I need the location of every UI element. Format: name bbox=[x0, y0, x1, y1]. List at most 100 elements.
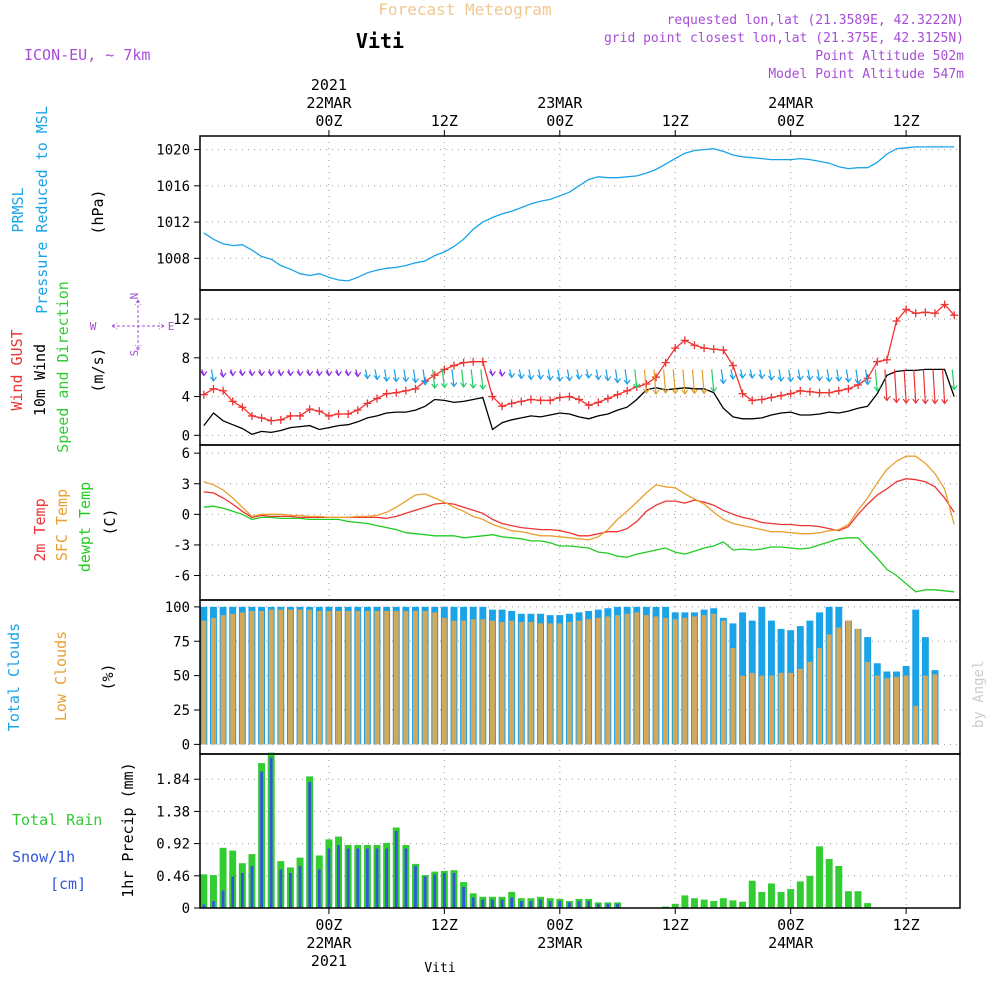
rain-bar bbox=[767, 883, 775, 908]
rain-bar bbox=[210, 875, 217, 908]
wind-direction-arrow bbox=[498, 369, 506, 377]
low_clouds-bar bbox=[384, 611, 390, 745]
gust-marker bbox=[517, 397, 526, 406]
low_clouds-bar bbox=[817, 648, 822, 745]
top-time-label: 23MAR bbox=[537, 94, 583, 112]
low_clouds-bar bbox=[509, 620, 515, 745]
snow-bar bbox=[404, 848, 408, 908]
low_clouds-bar bbox=[749, 672, 755, 745]
low_clouds-bar bbox=[528, 622, 534, 745]
compass-north: N bbox=[128, 293, 141, 300]
y-tick-label: 3 bbox=[182, 477, 190, 493]
low-clouds-label: Low Clouds bbox=[52, 631, 70, 721]
low_clouds-bar bbox=[740, 675, 746, 745]
low_clouds-bar bbox=[653, 616, 659, 745]
gust-marker bbox=[748, 396, 757, 405]
low_clouds-bar bbox=[615, 615, 620, 745]
low_clouds-bar bbox=[557, 623, 563, 745]
low_clouds-bar bbox=[547, 623, 553, 745]
gust-marker bbox=[440, 365, 449, 374]
total_clouds-bar bbox=[912, 609, 920, 745]
wind-direction-arrow bbox=[354, 369, 362, 378]
low_clouds-bar bbox=[249, 611, 255, 745]
gust-marker bbox=[575, 395, 584, 404]
gust-marker bbox=[825, 388, 834, 397]
wind-direction-arrow bbox=[219, 369, 227, 378]
gust-marker bbox=[786, 389, 795, 398]
wind-direction-arrow bbox=[248, 369, 256, 377]
low_clouds-bar bbox=[605, 616, 611, 745]
total-clouds-label: Total Clouds bbox=[5, 623, 23, 731]
y-tick-label: 12 bbox=[173, 312, 190, 328]
rain-bar bbox=[825, 859, 833, 908]
low_clouds-bar bbox=[393, 611, 399, 745]
bottom-time-label: 12Z bbox=[662, 916, 689, 934]
wind-series-line bbox=[203, 368, 955, 436]
pressure-unit-label: (hPa) bbox=[89, 189, 107, 234]
wind-direction-arrow bbox=[719, 369, 727, 385]
y-tick-label: -3 bbox=[173, 538, 190, 554]
wind-direction-arrow bbox=[633, 369, 641, 389]
wind-direction-arrow bbox=[344, 369, 352, 377]
y-tick-label: 0 bbox=[182, 737, 190, 753]
top-time-label: 12Z bbox=[893, 112, 920, 130]
gust-marker bbox=[892, 317, 901, 325]
wind-direction-arrow bbox=[450, 369, 458, 388]
rain-legend-label: Total Rain bbox=[12, 811, 102, 829]
gust-marker bbox=[882, 355, 891, 364]
low_clouds-bar bbox=[480, 619, 486, 745]
pressure-series-line bbox=[203, 146, 955, 282]
top-time-label: 22MAR bbox=[306, 94, 352, 112]
snow-bar bbox=[558, 901, 562, 908]
gust-marker bbox=[392, 388, 401, 397]
wind-direction-arrow bbox=[662, 369, 670, 394]
model-label: ICON-EU, ~ 7km bbox=[24, 46, 150, 64]
wind-direction-label: Speed and Direction bbox=[54, 281, 72, 453]
low_clouds-bar bbox=[903, 675, 909, 745]
wind-direction-arrow bbox=[431, 369, 439, 389]
bottom-time-label: 00Z bbox=[315, 916, 342, 934]
gust-marker bbox=[680, 336, 689, 345]
snow-bar bbox=[279, 869, 283, 908]
low_clouds-bar bbox=[355, 611, 361, 745]
snow-bar bbox=[356, 848, 360, 908]
gust-marker bbox=[199, 390, 208, 399]
snow-bar bbox=[231, 876, 235, 908]
gust-marker bbox=[498, 402, 507, 411]
wind-direction-arrow bbox=[306, 369, 314, 377]
wind-direction-arrow bbox=[527, 369, 535, 381]
wind-direction-arrow bbox=[710, 369, 718, 393]
gust-marker bbox=[940, 300, 949, 309]
low_clouds-bar bbox=[230, 613, 236, 745]
low_clouds-bar bbox=[874, 675, 880, 745]
gust-marker bbox=[267, 416, 276, 425]
gust-marker bbox=[478, 357, 487, 366]
y-tick-label: 0 bbox=[182, 507, 190, 523]
precip-frame bbox=[199, 753, 961, 909]
y-tick-label: 1008 bbox=[156, 251, 190, 267]
snow-bar bbox=[250, 866, 254, 908]
wind-direction-arrow bbox=[864, 369, 872, 386]
gust-marker bbox=[363, 399, 372, 408]
gust-marker bbox=[623, 386, 632, 395]
wind-direction-arrow bbox=[854, 369, 862, 385]
low_clouds-bar bbox=[336, 611, 341, 745]
compass-rose-arrows bbox=[111, 299, 165, 351]
gust-marker bbox=[411, 384, 420, 393]
gust-marker bbox=[555, 393, 564, 402]
wind-unit-label: (m/s) bbox=[89, 347, 107, 392]
compass-east: E bbox=[168, 320, 175, 333]
bottom-time-label: 24MAR bbox=[768, 934, 814, 952]
dewpoint-label: dewpt Temp bbox=[76, 482, 94, 572]
temperature-panel: -6 -3 0 3 6 bbox=[173, 444, 961, 601]
gust-marker bbox=[507, 399, 516, 408]
gust-marker bbox=[584, 401, 593, 410]
low_clouds-bar bbox=[307, 609, 313, 745]
gust-marker bbox=[796, 386, 805, 395]
low_clouds-bar bbox=[672, 619, 678, 745]
rain-bar bbox=[710, 901, 718, 908]
y-tick-label: 25 bbox=[173, 703, 190, 719]
rain-bar bbox=[681, 895, 689, 908]
bottom-time-label: 2021 bbox=[311, 952, 347, 970]
